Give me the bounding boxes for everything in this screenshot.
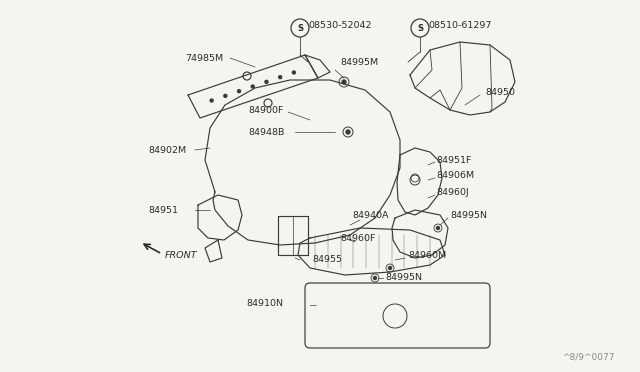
Circle shape (265, 80, 268, 83)
Circle shape (278, 76, 282, 78)
Text: 84951F: 84951F (436, 155, 472, 164)
Text: 84948B: 84948B (248, 128, 284, 137)
Circle shape (346, 130, 350, 134)
Circle shape (436, 227, 440, 230)
Text: 08530-52042: 08530-52042 (308, 20, 371, 29)
Text: 08510-61297: 08510-61297 (428, 20, 492, 29)
Text: 84960F: 84960F (340, 234, 376, 243)
Text: 84960M: 84960M (408, 250, 446, 260)
Circle shape (388, 266, 392, 269)
Circle shape (342, 80, 346, 84)
Text: S: S (297, 23, 303, 32)
Text: 84940A: 84940A (352, 211, 388, 219)
Text: 84902M: 84902M (148, 145, 186, 154)
Text: 84995N: 84995N (385, 273, 422, 282)
Circle shape (252, 85, 254, 88)
Text: 84955: 84955 (312, 256, 342, 264)
Text: 84995N: 84995N (450, 211, 487, 219)
Text: 84900F: 84900F (248, 106, 284, 115)
Circle shape (237, 90, 241, 93)
Circle shape (292, 71, 296, 74)
Text: 84906M: 84906M (436, 170, 474, 180)
Circle shape (210, 99, 213, 102)
Text: FRONT: FRONT (165, 251, 198, 260)
Text: ^8/9^0077: ^8/9^0077 (563, 353, 615, 362)
Text: 84910N: 84910N (246, 298, 283, 308)
Text: 74985M: 74985M (185, 54, 223, 62)
Circle shape (374, 276, 376, 279)
Text: 84960J: 84960J (436, 187, 468, 196)
Text: 84950: 84950 (485, 87, 515, 96)
Text: 84951: 84951 (148, 205, 178, 215)
Text: S: S (417, 23, 423, 32)
Circle shape (224, 94, 227, 97)
Text: 84995M: 84995M (340, 58, 378, 67)
